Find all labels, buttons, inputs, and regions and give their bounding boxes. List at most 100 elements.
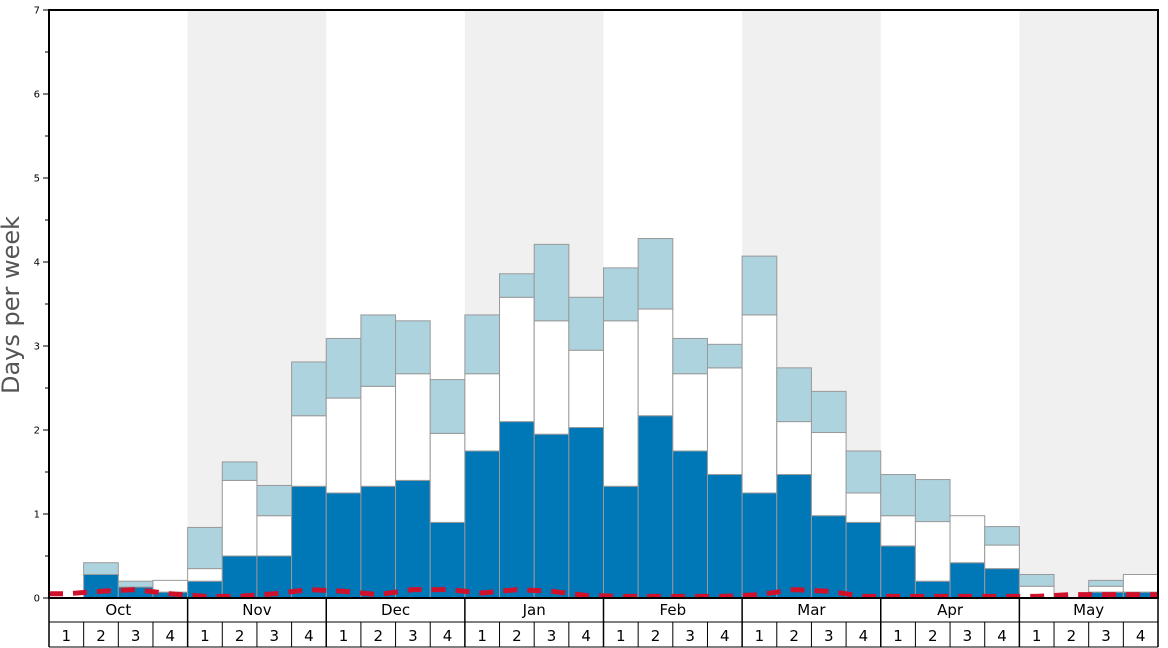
y-axis: 0 1 2 3 4 5 6 7 — [34, 6, 49, 605]
bar-white-19 — [706, 367, 743, 476]
week-label-12: 1 — [477, 627, 487, 645]
bar-dark-22 — [810, 515, 847, 599]
week-label-27: 4 — [997, 627, 1007, 645]
bar-white-16 — [603, 320, 639, 487]
y-tick-label-4: 4 — [34, 258, 40, 269]
bar-dark-11 — [429, 521, 466, 599]
bar-light-7 — [291, 361, 327, 417]
bar-white-13 — [499, 296, 535, 423]
bar-dark-7 — [291, 485, 327, 599]
bar-dark-16 — [603, 485, 639, 599]
y-tick-label-5: 5 — [34, 174, 40, 185]
y-axis-label: Days per week — [0, 216, 25, 394]
bar-light-16 — [603, 267, 639, 322]
bar-white-21 — [776, 421, 812, 476]
y-tick-label-2: 2 — [34, 426, 40, 437]
week-label-19: 4 — [720, 627, 730, 645]
bar-light-18 — [672, 337, 708, 375]
month-label-oct: Oct — [105, 601, 131, 619]
week-label-28: 1 — [1032, 627, 1042, 645]
bar-dark-8 — [325, 492, 362, 599]
bar-light-19 — [706, 343, 743, 369]
trend-line-group — [49, 587, 1158, 599]
bar-dark-6 — [256, 555, 293, 599]
bar-white-14 — [533, 320, 570, 435]
month-band-may — [1019, 10, 1158, 598]
bar-white-30 — [1088, 585, 1124, 593]
week-label-6: 3 — [269, 627, 279, 645]
bar-light-17 — [637, 237, 674, 310]
month-label-jan: Jan — [522, 601, 546, 619]
bar-dark-17 — [637, 415, 674, 599]
week-label-4: 1 — [200, 627, 210, 645]
week-label-26: 3 — [963, 627, 973, 645]
week-label-13: 2 — [512, 627, 522, 645]
bar-dark-27 — [984, 568, 1020, 599]
week-label-30: 3 — [1101, 627, 1111, 645]
bar-white-17 — [637, 308, 674, 417]
week-label-10: 3 — [408, 627, 418, 645]
bar-light-23 — [845, 450, 882, 494]
bar-white-24 — [880, 515, 916, 547]
y-tick-label-3: 3 — [34, 342, 40, 353]
week-label-23: 4 — [859, 627, 869, 645]
bar-white-25 — [914, 521, 951, 582]
bar-dark-14 — [533, 433, 570, 599]
month-label-may: May — [1073, 601, 1104, 619]
bar-dark-13 — [499, 421, 535, 599]
plot-frame — [48, 9, 1159, 599]
bar-dark-1 — [83, 573, 119, 599]
bar-white-8 — [325, 397, 362, 494]
week-label-21: 2 — [789, 627, 799, 645]
bar-light-22 — [810, 390, 847, 434]
week-label-16: 1 — [616, 627, 626, 645]
bar-light-30 — [1088, 579, 1124, 587]
bar-white-26 — [949, 515, 986, 564]
bar-dark-26 — [949, 562, 986, 599]
bar-dark-5 — [221, 555, 258, 599]
bar-light-14 — [533, 243, 570, 322]
bar-white-27 — [984, 544, 1020, 570]
week-label-31: 4 — [1136, 627, 1146, 645]
week-label-5: 2 — [235, 627, 245, 645]
week-label-7: 4 — [304, 627, 314, 645]
bar-dark-10 — [395, 479, 431, 599]
bar-dark-9 — [360, 485, 397, 599]
week-label-18: 3 — [685, 627, 695, 645]
y-tick-label-7: 7 — [34, 6, 40, 17]
bar-white-10 — [395, 373, 431, 481]
bar-light-28 — [1018, 573, 1055, 587]
week-label-8: 1 — [339, 627, 349, 645]
bar-dark-19 — [706, 474, 743, 599]
bar-white-23 — [845, 492, 882, 523]
bar-light-21 — [776, 367, 812, 423]
week-label-3: 4 — [166, 627, 176, 645]
bar-dark-24 — [880, 545, 916, 599]
bar-light-6 — [256, 484, 293, 517]
week-label-14: 3 — [547, 627, 557, 645]
trend-line — [49, 587, 1158, 599]
week-label-29: 2 — [1067, 627, 1077, 645]
bar-white-5 — [221, 479, 258, 557]
bar-white-6 — [256, 515, 293, 557]
y-tick-label-6: 6 — [34, 90, 40, 101]
week-label-1: 2 — [96, 627, 106, 645]
bar-light-5 — [221, 461, 258, 481]
bar-light-9 — [360, 314, 397, 387]
week-label-17: 2 — [651, 627, 661, 645]
week-label-2: 3 — [131, 627, 141, 645]
bar-white-12 — [464, 373, 501, 452]
y-tick-label-1: 1 — [34, 510, 40, 521]
bar-light-1 — [83, 562, 119, 575]
bar-white-22 — [810, 432, 847, 517]
month-label-feb: Feb — [660, 601, 687, 619]
month-label-dec: Dec — [381, 601, 410, 619]
week-label-24: 1 — [893, 627, 903, 645]
bar-light-10 — [395, 320, 431, 375]
bar-white-31 — [1122, 573, 1159, 593]
bar-light-11 — [429, 379, 466, 434]
bar-light-27 — [984, 526, 1020, 546]
week-label-9: 2 — [373, 627, 383, 645]
month-label-apr: Apr — [937, 601, 964, 619]
